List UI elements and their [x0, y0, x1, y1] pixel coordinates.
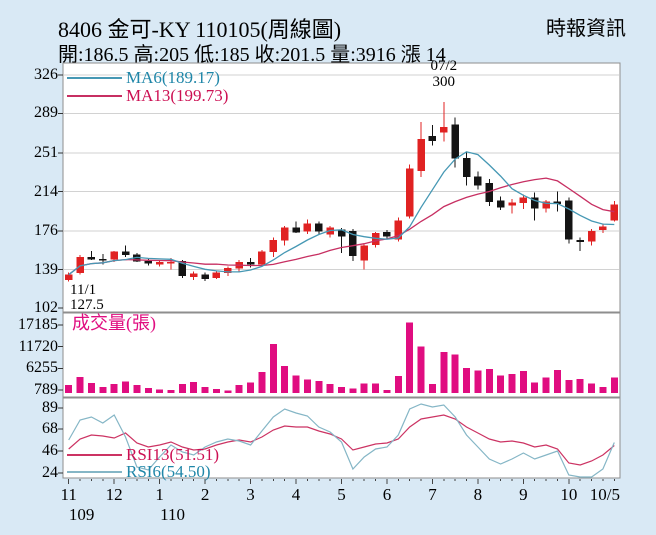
- low-annotation-date: 11/1: [70, 282, 97, 298]
- ma6-line-swatch: [67, 76, 122, 79]
- rsi6-line: [68, 403, 615, 478]
- high-annotation-value: 300: [432, 74, 456, 90]
- rsi13-legend: RSI13(51.51): [67, 446, 219, 463]
- ma13-line: [68, 177, 615, 276]
- axis-tick-marks: [58, 74, 63, 474]
- rsi13-line-swatch: [67, 453, 122, 456]
- rsi6-legend: RSI6(54.50): [67, 463, 211, 480]
- high-annotation: 07/2 300: [430, 58, 457, 90]
- low-annotation-value: 127.5: [70, 297, 104, 313]
- quote-line: 開:186.5 高:205 低:185 收:201.5 量:3916 漲 14: [58, 44, 446, 66]
- volume-panel-label: 成交量(張): [72, 313, 156, 333]
- rsi13-legend-label: RSI13(51.51): [126, 445, 220, 464]
- chart-panels: [62, 62, 621, 479]
- low-annotation: 11/1 127.5: [70, 283, 104, 313]
- rsi6-legend-label: RSI6(54.50): [126, 462, 211, 481]
- ma13-legend: MA13(199.73): [67, 87, 228, 104]
- price-gridlines: [64, 74, 619, 271]
- ma6-legend-label: MA6(189.17): [126, 68, 220, 87]
- ma6-line: [68, 151, 615, 276]
- rsi6-line-swatch: [67, 470, 122, 473]
- volume-bars: [65, 322, 618, 394]
- ma6-legend: MA6(189.17): [67, 69, 220, 86]
- high-annotation-date: 07/2: [430, 58, 458, 74]
- ma13-legend-label: MA13(199.73): [126, 86, 229, 105]
- ma13-line-swatch: [67, 94, 122, 97]
- x-axis-ticks: [68, 479, 615, 484]
- rsi13-line: [68, 414, 615, 466]
- page-title: 8406 金可-KY 110105(周線圖): [58, 17, 342, 42]
- source-label: 時報資訊: [546, 18, 626, 40]
